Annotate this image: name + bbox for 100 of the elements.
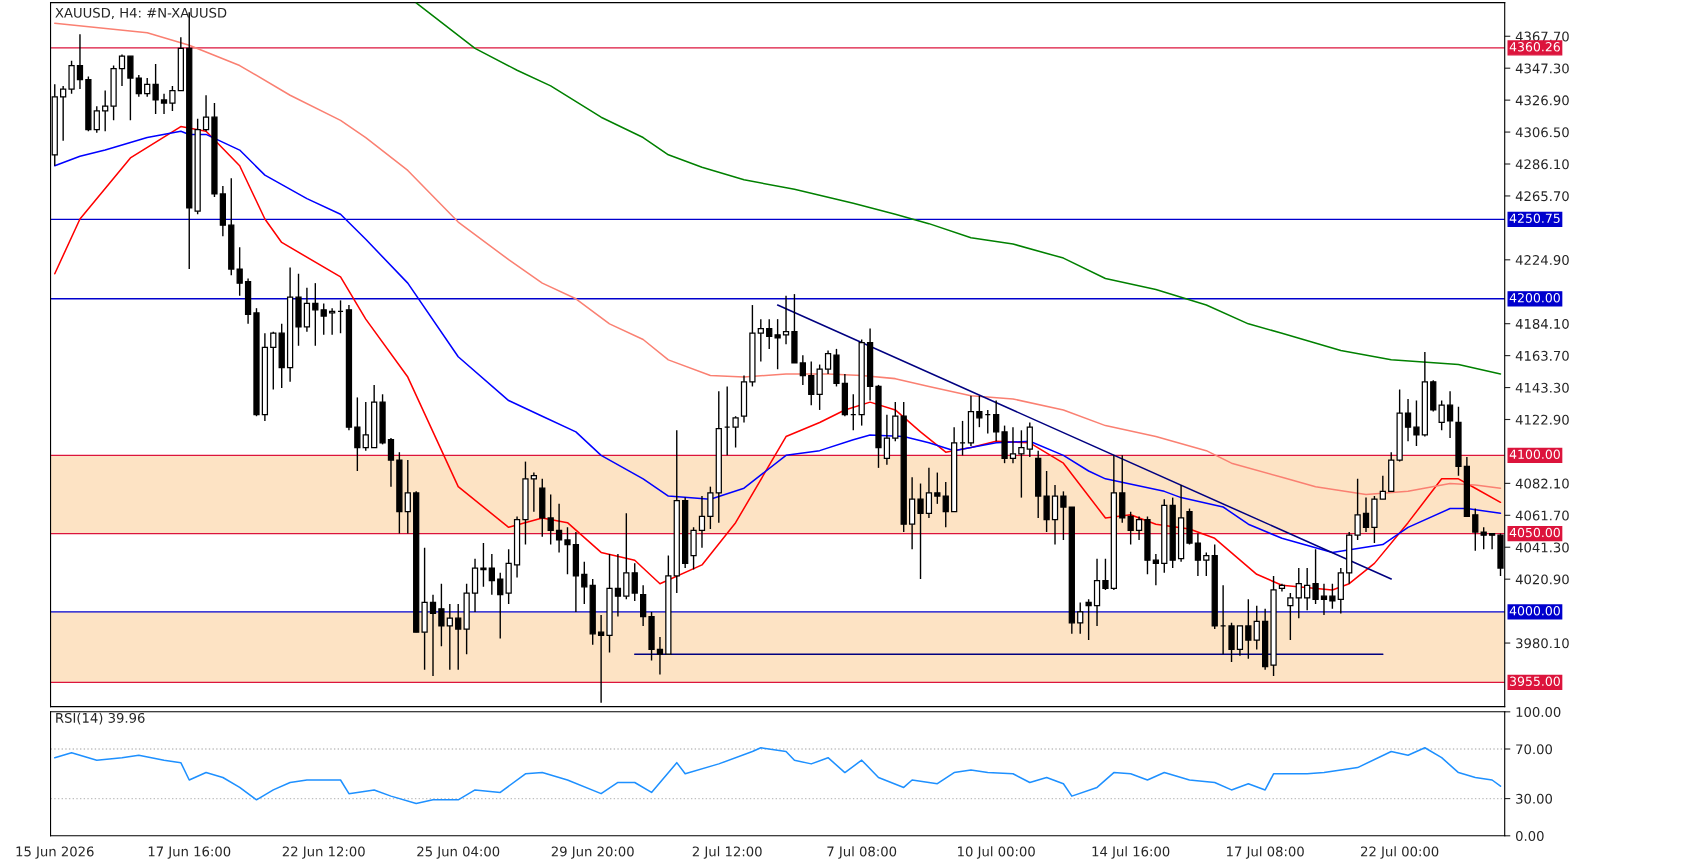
candlestick (1152, 553, 1160, 586)
candlestick (799, 354, 806, 386)
candlestick (698, 495, 706, 549)
candlestick (497, 572, 504, 640)
candlestick (808, 360, 815, 406)
candlestick (60, 85, 67, 142)
candlestick (1245, 598, 1252, 660)
candlestick (480, 542, 487, 588)
y-tick-label: 4061.70 (1515, 510, 1569, 521)
candlestick (917, 482, 924, 580)
candlestick (488, 553, 495, 596)
candlestick (1018, 429, 1025, 499)
x-tick-label: 17 Jul 08:00 (1227, 846, 1304, 859)
x-tick-label: 22 Jul 00:00 (1361, 846, 1439, 859)
ref-line-label: 4050.00 (1509, 527, 1560, 538)
y-tick-label: 4163.70 (1515, 350, 1569, 361)
x-tick-label: 14 Jul 16:00 (1092, 846, 1170, 859)
y-tick-label: 4041.30 (1515, 542, 1569, 553)
candlestick (774, 318, 781, 370)
ref-line-label: 4250.75 (1509, 213, 1560, 223)
y-tick-label: 0.00 (1515, 831, 1544, 841)
candlestick (152, 63, 159, 115)
chart-title: RSI(14) 39.96 (56, 712, 145, 725)
candlestick (169, 85, 176, 112)
candlestick (1228, 622, 1235, 663)
candlestick (1488, 532, 1496, 550)
candlestick (732, 415, 739, 449)
y-tick-label: 4082.10 (1515, 478, 1569, 489)
candlestick (925, 467, 933, 519)
y-tick-label: 4224.90 (1515, 255, 1569, 266)
x-tick-label: 29 Jun 20:00 (551, 846, 634, 859)
y-tick-label: 4347.30 (1515, 63, 1569, 74)
candlestick (1127, 511, 1134, 546)
candlestick (328, 307, 336, 336)
x-tick-label: 7 Jul 08:00 (827, 846, 897, 859)
candlestick (1287, 592, 1294, 641)
candlestick (1077, 601, 1084, 635)
y-tick-label: 3980.10 (1516, 638, 1569, 649)
candlestick (564, 526, 571, 576)
y-tick-label: 100.00 (1516, 707, 1561, 718)
ref-line-label: 4360.26 (1509, 42, 1560, 52)
candlestick (782, 294, 790, 345)
candlestick (1320, 583, 1328, 616)
x-tick-label: 2 Jul 12:00 (692, 846, 762, 859)
y-tick-label: 4184.10 (1515, 318, 1569, 329)
candlestick (597, 614, 605, 704)
candlestick (530, 471, 538, 513)
candlestick (303, 287, 311, 333)
candlestick (555, 503, 563, 554)
candlestick (766, 318, 773, 350)
candlestick (1060, 490, 1067, 541)
candlestick (362, 401, 369, 452)
candlestick (1135, 515, 1143, 541)
candlestick (656, 636, 664, 676)
candlestick (102, 89, 109, 132)
candlestick (118, 53, 126, 87)
candlestick (438, 583, 445, 648)
candlestick (1009, 426, 1017, 464)
candlestick (639, 584, 647, 627)
candlestick (1043, 470, 1050, 533)
candlestick (942, 481, 949, 529)
chart-title: XAUUSD, H4: #N-XAUUSD (55, 7, 227, 20)
line-series (53, 746, 1502, 805)
candlestick (993, 399, 1000, 442)
y-tick-label: 4122.90 (1515, 414, 1569, 425)
line-series (53, 22, 1502, 496)
candlestick (1236, 625, 1244, 657)
candlestick (1413, 399, 1420, 447)
x-tick-label: 25 Jun 04:00 (417, 846, 500, 859)
candlestick (404, 459, 411, 535)
candlestick (824, 349, 832, 375)
candlestick (892, 401, 899, 442)
candlestick (1446, 390, 1454, 439)
y-tick-label: 4367.70 (1515, 31, 1569, 42)
ref-line-label: 4100.00 (1509, 449, 1560, 459)
y-tick-label: 4265.70 (1515, 191, 1569, 202)
y-tick-label: 4306.50 (1515, 127, 1569, 138)
candlestick (446, 603, 453, 671)
candlestick (1203, 551, 1210, 577)
candlestick (1253, 604, 1260, 651)
x-tick-label: 10 Jul 00:00 (958, 846, 1035, 859)
line-series (415, 2, 1502, 375)
candlestick (581, 561, 588, 605)
y-tick-label: 70.00 (1516, 744, 1553, 755)
candlestick (160, 93, 168, 115)
candlestick (387, 437, 395, 488)
candlestick (707, 485, 714, 530)
candlestick (547, 493, 554, 546)
candlestick (757, 318, 764, 363)
y-tick-label: 4143.30 (1515, 382, 1569, 393)
candlestick (631, 562, 638, 602)
candlestick (455, 603, 462, 671)
ref-line-label: 3955.00 (1510, 676, 1560, 686)
candlestick (1472, 507, 1479, 552)
candlestick (135, 74, 142, 98)
candlestick (1102, 557, 1109, 591)
ref-line-label: 4200.00 (1509, 292, 1560, 303)
candlestick (1085, 598, 1092, 641)
candlestick (1026, 421, 1033, 458)
x-tick-label: 17 Jun 16:00 (148, 846, 231, 859)
